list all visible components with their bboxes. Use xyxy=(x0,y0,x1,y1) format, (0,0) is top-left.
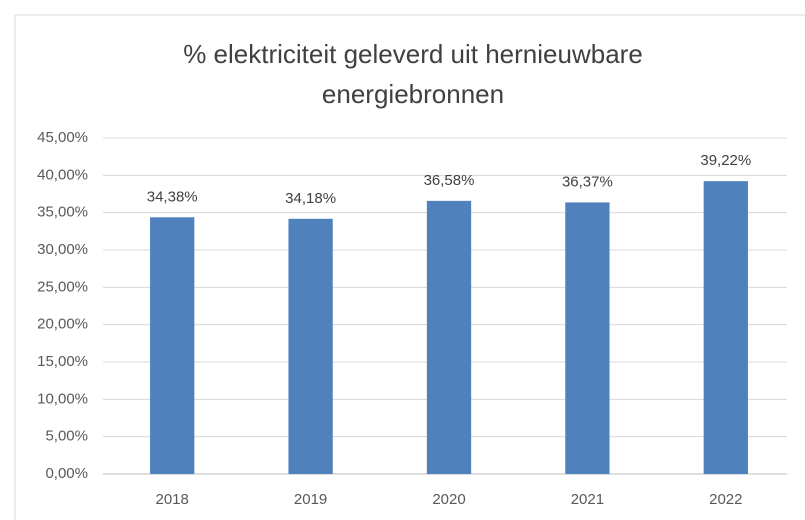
x-tick-label: 2019 xyxy=(294,491,327,508)
y-tick-label: 45,00% xyxy=(37,129,88,146)
bar xyxy=(288,218,333,474)
data-label: 36,58% xyxy=(424,172,475,189)
y-tick-label: 20,00% xyxy=(37,316,88,333)
x-tick-label: 2020 xyxy=(432,491,465,508)
data-label: 34,18% xyxy=(285,190,336,207)
y-tick-label: 30,00% xyxy=(37,241,88,258)
y-tick-label: 0,00% xyxy=(45,465,88,482)
y-tick-label: 10,00% xyxy=(37,390,88,407)
y-tick-label: 5,00% xyxy=(45,428,88,445)
y-tick-label: 35,00% xyxy=(37,204,88,221)
y-tick-label: 25,00% xyxy=(37,278,88,295)
x-tick-label: 2021 xyxy=(571,491,604,508)
data-label: 39,22% xyxy=(700,152,751,169)
bar xyxy=(565,202,610,475)
x-tick-label: 2022 xyxy=(709,491,742,508)
x-tick-label: 2018 xyxy=(156,491,189,508)
data-label: 34,38% xyxy=(147,188,198,205)
bar xyxy=(150,217,195,474)
y-tick-label: 15,00% xyxy=(37,353,88,370)
bar xyxy=(703,181,748,474)
chart-title: % elektriciteit geleverd uit hernieuwbar… xyxy=(183,39,643,109)
y-tick-label: 40,00% xyxy=(37,166,88,183)
bar xyxy=(426,200,472,475)
data-label: 36,37% xyxy=(562,173,613,190)
